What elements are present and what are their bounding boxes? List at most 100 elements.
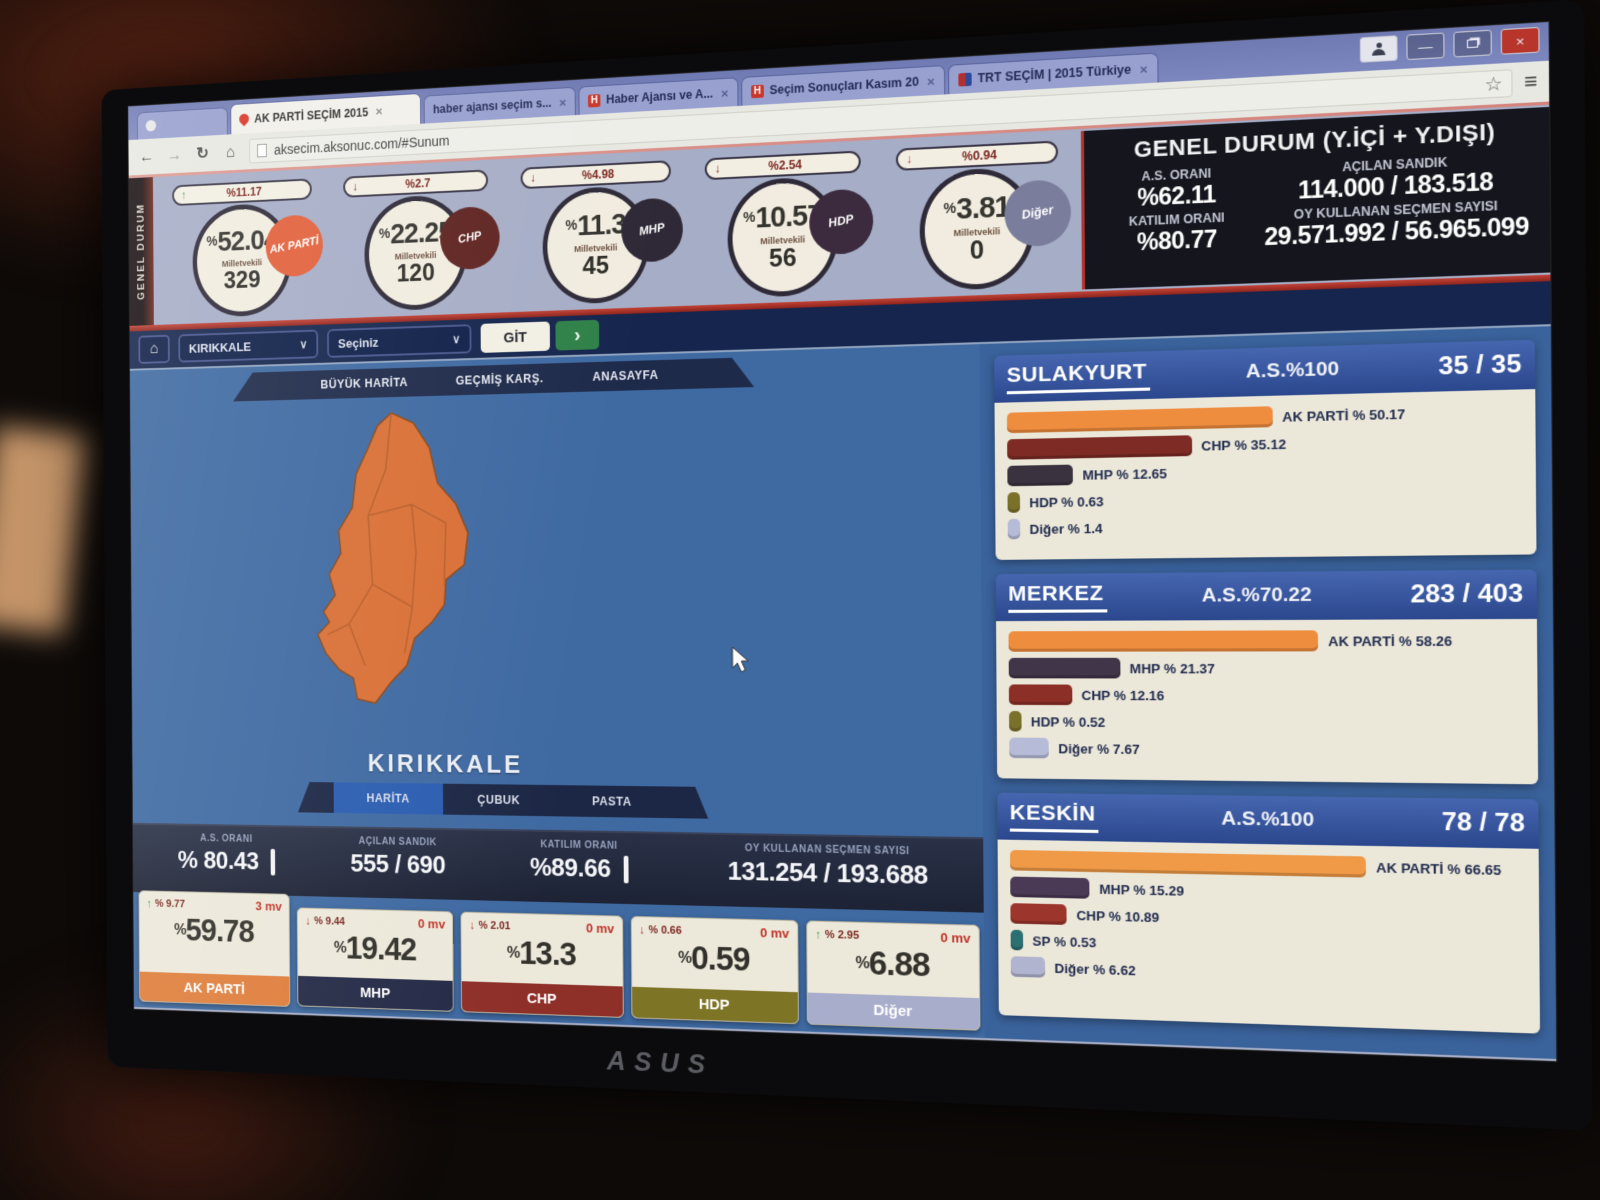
page-icon (257, 143, 267, 158)
tab-favicon (145, 119, 157, 132)
home-icon[interactable]: ⌂ (226, 142, 236, 162)
stat-as-orani: A.S. ORANI % 80.43 (152, 833, 302, 878)
province-select-value: KIRIKKALE (188, 338, 252, 356)
restore-button[interactable] (1453, 29, 1492, 58)
province-map[interactable] (277, 403, 528, 747)
party-widget-akparti: ↑ %11.17 %52.04 Milletvekili 329 AK PART… (160, 168, 327, 325)
result-label: CHP % 35.12 (1201, 435, 1287, 454)
back-icon[interactable]: ← (139, 147, 155, 166)
laptop: AK PARTİ SEÇİM 2015 × haber ajansı seçim… (101, 0, 1593, 1131)
change-value: %0.94 (961, 147, 997, 164)
seat-count: 0 (969, 235, 985, 265)
vote-percent: %0.59 (678, 939, 750, 978)
screen: AK PARTİ SEÇİM 2015 × haber ajansı seçim… (127, 20, 1558, 1063)
home-icon: ⌂ (149, 340, 159, 357)
mouse-cursor (730, 646, 750, 679)
district-select-placeholder: Seçiniz (337, 334, 379, 351)
trend-arrow-icon: ↑ (146, 896, 152, 910)
change-value: % 2.95 (824, 928, 860, 942)
stat-value: %80.77 (1136, 225, 1217, 256)
district-boxes-count: 35 / 35 (1438, 349, 1522, 381)
result-label: CHP % 12.16 (1081, 687, 1165, 703)
vote-percent: %11.3 (565, 208, 626, 243)
bookmark-star-icon[interactable]: ☆ (1484, 72, 1503, 95)
stat-label: KATILIM ORANI (540, 839, 618, 852)
link-anasayfa[interactable]: ANASAYFA (592, 367, 659, 384)
tab-close-icon[interactable]: × (559, 94, 567, 110)
forward-icon[interactable]: → (167, 145, 182, 165)
tab-close-icon[interactable]: × (926, 73, 935, 89)
change-pill: ↓ %0.94 (895, 140, 1059, 171)
district-boxes-count: 283 / 403 (1410, 579, 1524, 609)
stat-label: AÇILAN SANDIK (358, 836, 437, 849)
tab-cubuk[interactable]: ÇUBUK (477, 792, 521, 808)
district-name: MERKEZ (1008, 581, 1108, 613)
restore-icon (1466, 39, 1479, 49)
district-name: KESKİN (1009, 800, 1099, 834)
link-gecmis-kars[interactable]: GEÇMİŞ KARŞ. (455, 371, 544, 388)
party-widget-mhp: ↓ %4.98 %11.3 Milletvekili 45 MHP (507, 150, 688, 313)
go-arrow-button[interactable]: › (555, 319, 600, 351)
tab-close-icon[interactable]: × (375, 103, 383, 119)
result-label: Diğer % 6.62 (1054, 960, 1136, 978)
change-pill: ↓ %2.7 (343, 169, 489, 198)
trend-arrow-icon: ↓ (639, 922, 645, 937)
result-bar (1008, 657, 1121, 679)
menu-icon[interactable]: ≡ (1524, 69, 1538, 94)
card-chp[interactable]: ↓ % 2.01 0 mv %13.3 CHP (460, 911, 624, 1018)
change-value: %2.7 (405, 176, 431, 191)
go-button[interactable]: GİT (480, 321, 550, 353)
tab-label: Haber Ajansı ve A... (606, 86, 714, 107)
change-value: % 9.77 (154, 897, 185, 910)
genel-durum-sidebar: GENEL DURUM (128, 177, 154, 326)
result-bar (1007, 435, 1192, 460)
party-widget-diger: ↓ %0.94 %3.81 Milletvekili 0 Diğer (882, 129, 1076, 298)
result-bar (1007, 464, 1074, 487)
stat-value: %89.66 (529, 851, 611, 883)
sidebar-label: GENEL DURUM (135, 202, 147, 301)
result-bar (1009, 737, 1050, 759)
result-label: CHP % 10.89 (1076, 907, 1160, 925)
trend-arrow-icon: ↑ (814, 927, 822, 942)
tab-close-icon[interactable]: × (1139, 60, 1148, 77)
province-select[interactable]: KIRIKKALE ∨ (178, 329, 319, 363)
mv-value: 0 mv (417, 916, 446, 932)
link-buyuk-harita[interactable]: BÜYÜK HARİTA (320, 375, 408, 392)
card-mhp[interactable]: ↓ % 9.44 0 mv %19.42 MHP (296, 907, 455, 1012)
card-hdp[interactable]: ↓ % 0.66 0 mv %0.59 HDP (630, 915, 799, 1025)
stat-acilan-sandik: AÇILAN SANDIK 555 / 690 (325, 836, 471, 881)
browser-tab[interactable] (136, 107, 228, 140)
reload-icon[interactable]: ↻ (196, 144, 209, 163)
minimize-button[interactable]: — (1406, 32, 1445, 61)
tab-harita[interactable]: HARİTA (334, 782, 444, 814)
tab-pasta[interactable]: PASTA (592, 794, 632, 809)
pin-favicon (237, 111, 251, 127)
result-bar (1008, 630, 1319, 652)
district-as-value: A.S.%100 (1221, 807, 1315, 832)
result-bar (1007, 518, 1021, 540)
trt-favicon (958, 72, 972, 87)
result-label: Diğer % 1.4 (1029, 520, 1103, 537)
party-name: MHP (298, 975, 454, 1011)
tab-label: TRT SEÇİM | 2015 Türkiye (977, 62, 1132, 86)
result-label: HDP % 0.52 (1030, 713, 1106, 730)
result-label: HDP % 0.63 (1029, 493, 1104, 510)
vote-percent: %19.42 (333, 929, 417, 968)
stat-katilim-orani: KATILIM ORANI %89.66 (499, 839, 660, 885)
district-select[interactable]: Seçiniz ∨ (327, 324, 472, 358)
summary-grid: A.S. ORANI %62.11 AÇILAN SANDIK 114.000 … (1097, 151, 1537, 256)
card-akparti[interactable]: ↑ % 9.77 3 mv %59.78 AK PARTİ (138, 890, 291, 1007)
result-bar (1006, 406, 1273, 434)
party-widget-chp: ↓ %2.7 %22.25 Milletvekili 120 CHP (330, 159, 504, 319)
change-pill: ↓ %2.54 (704, 150, 861, 181)
site-home-button[interactable]: ⌂ (138, 334, 170, 364)
text-cursor (623, 855, 629, 883)
profile-button[interactable] (1359, 35, 1398, 63)
vote-percent: %3.81 (943, 190, 1011, 226)
card-diger[interactable]: ↑ % 2.95 0 mv %6.88 Diğer (805, 920, 981, 1031)
result-label: MHP % 21.37 (1129, 660, 1215, 676)
tab-close-icon[interactable]: × (720, 85, 729, 101)
result-bar (1010, 956, 1046, 978)
view-tabs: HARİTA ÇUBUK PASTA (298, 782, 708, 819)
close-button[interactable]: × (1500, 26, 1540, 55)
